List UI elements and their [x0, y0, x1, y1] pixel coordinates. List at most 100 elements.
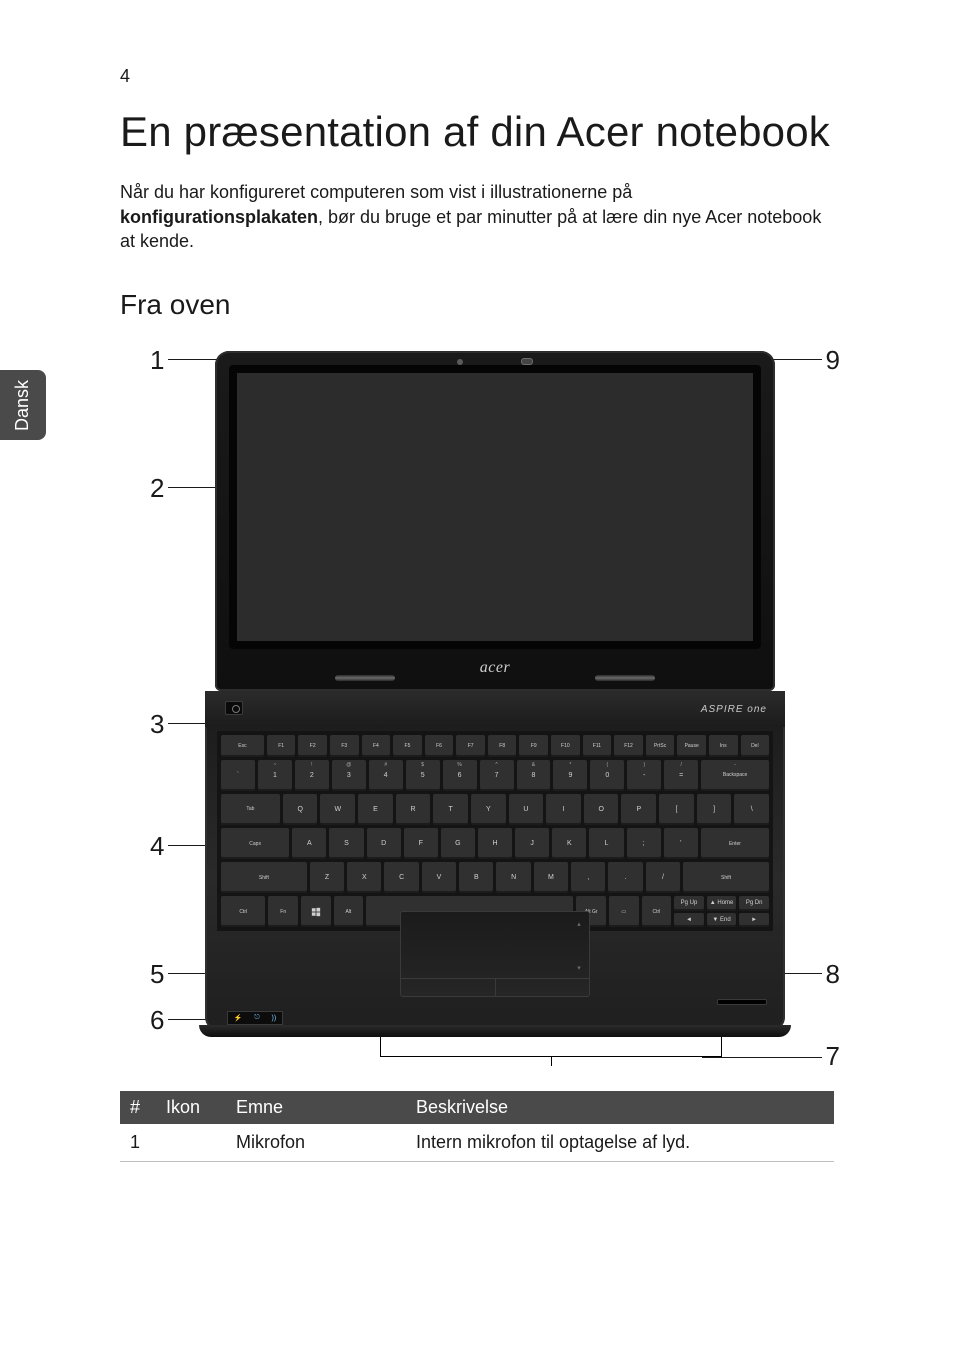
language-tab: Dansk	[0, 370, 46, 440]
intro-paragraph: Når du har konfigureret computeren som v…	[120, 180, 834, 253]
key: J	[515, 828, 549, 859]
key: Caps	[221, 828, 289, 859]
key: W	[320, 794, 355, 825]
key: O	[584, 794, 619, 825]
callout-6: 6	[150, 1005, 164, 1036]
status-icon: ))	[271, 1015, 276, 1022]
key: Enter	[701, 828, 769, 859]
key: R	[396, 794, 431, 825]
th-num: #	[120, 1091, 156, 1124]
key: F9	[519, 735, 548, 757]
key: ;	[627, 828, 661, 859]
key: V	[422, 862, 456, 893]
key: F11	[583, 735, 612, 757]
key: \	[734, 794, 769, 825]
key: N	[496, 862, 530, 893]
key: !2	[295, 760, 329, 791]
key: .	[608, 862, 642, 893]
key: `	[221, 760, 255, 791]
key: F1	[267, 735, 296, 757]
key: ▼ End	[707, 913, 737, 928]
screen-bezel	[229, 365, 761, 649]
key: $5	[406, 760, 440, 791]
intro-pre: Når du har konfigureret computeren som v…	[120, 182, 632, 202]
th-topic: Emne	[226, 1091, 406, 1124]
laptop-lid: acer	[215, 351, 775, 691]
key: Shift	[221, 862, 307, 893]
arrow-cluster: Pg Up◄	[674, 896, 704, 927]
callout-3: 3	[150, 709, 164, 740]
key: Pg Up	[674, 896, 704, 911]
screen	[237, 373, 753, 641]
th-icon: Ikon	[156, 1091, 226, 1124]
key: E	[358, 794, 393, 825]
key: %6	[443, 760, 477, 791]
key: A	[292, 828, 326, 859]
key: &8	[517, 760, 551, 791]
key: ]	[697, 794, 732, 825]
arrow-cluster: ▲ Home ▼ End	[707, 896, 737, 927]
key: Shift	[683, 862, 769, 893]
laptop-illustration: acer ASPIRE one EscF1F2F3F4F5F6F7F8F9F10…	[205, 351, 785, 1031]
cell-topic: Mikrofon	[226, 1124, 406, 1162]
th-desc: Beskrivelse	[406, 1091, 834, 1124]
key: Fn	[268, 896, 298, 927]
windows-icon	[311, 907, 321, 917]
page-title: En præsentation af din Acer notebook	[120, 108, 834, 156]
webcam-icon	[521, 358, 533, 365]
key: Y	[471, 794, 506, 825]
key: Pg Dn	[739, 896, 769, 911]
key: [	[659, 794, 694, 825]
touchpad-scroll-indicator: ▴▾	[575, 920, 583, 972]
hinge-right	[595, 675, 655, 681]
hinge-left	[335, 675, 395, 681]
key: ^7	[480, 760, 514, 791]
callout-7-bracket	[380, 1037, 722, 1057]
cell-desc: Intern mikrofon til optagelse af lyd.	[406, 1124, 834, 1162]
status-icon: ⎋	[254, 1014, 260, 1022]
key: '	[664, 828, 698, 859]
key: F7	[456, 735, 485, 757]
key: Z	[310, 862, 344, 893]
key: Esc	[221, 735, 264, 757]
key: F8	[488, 735, 517, 757]
key: *9	[553, 760, 587, 791]
key: H	[478, 828, 512, 859]
key: ~1	[258, 760, 292, 791]
key: P	[621, 794, 656, 825]
intro-bold: konfigurationsplakaten	[120, 207, 318, 227]
key: @3	[332, 760, 366, 791]
key: M	[534, 862, 568, 893]
key: K	[552, 828, 586, 859]
key: D	[367, 828, 401, 859]
key: ,	[571, 862, 605, 893]
key: -Backspace	[701, 760, 769, 791]
callout-5: 5	[150, 959, 164, 990]
key: /	[646, 862, 680, 893]
key: B	[459, 862, 493, 893]
laptop-diagram: 1 2 3 4 5 6 9 8 7	[120, 339, 840, 1069]
key: Del	[741, 735, 770, 757]
section-subheading: Fra oven	[120, 289, 834, 321]
key: Ins	[709, 735, 738, 757]
status-indicator-box: ⚡ ⎋ ))	[227, 1011, 283, 1025]
key: PrtSc	[646, 735, 675, 757]
key: G	[441, 828, 475, 859]
key: T	[433, 794, 468, 825]
key: C	[384, 862, 418, 893]
touchpad: ▴▾	[400, 911, 590, 997]
cell-icon	[156, 1124, 226, 1162]
laptop-base: ASPIRE one EscF1F2F3F4F5F6F7F8F9F10F11F1…	[205, 691, 785, 1031]
key: Alt	[334, 896, 364, 927]
key: Ctrl	[221, 896, 265, 927]
callout-2: 2	[150, 473, 164, 504]
lid-brand-label: acer	[480, 659, 510, 677]
callout-4: 4	[150, 831, 164, 862]
cell-num: 1	[120, 1124, 156, 1162]
key: F12	[614, 735, 643, 757]
key: F10	[551, 735, 580, 757]
key: ▲ Home	[707, 896, 737, 911]
callout-1: 1	[150, 345, 164, 376]
base-bottom-edge	[199, 1025, 791, 1037]
aspire-logo: ASPIRE one	[701, 704, 767, 715]
